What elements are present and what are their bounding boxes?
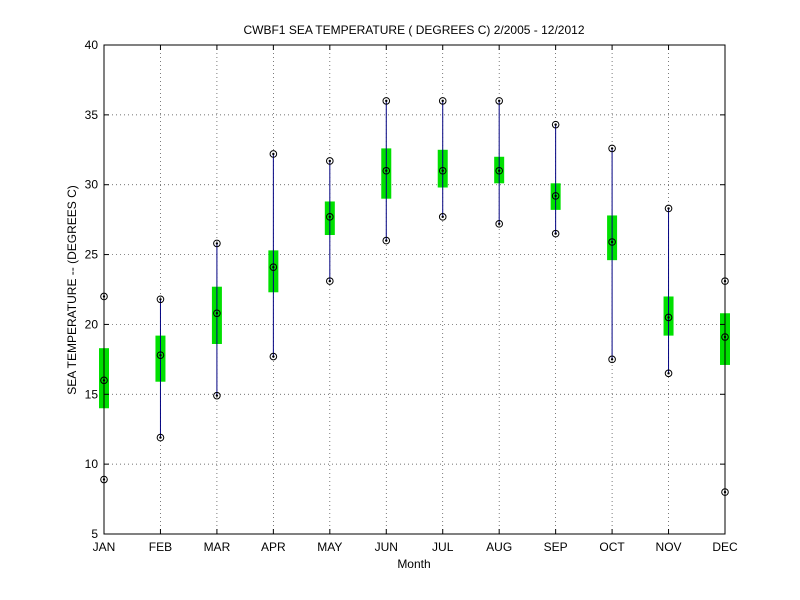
- median-marker-dot: [328, 215, 332, 219]
- x-tick-label-jun: JUN: [375, 540, 398, 554]
- min-marker-dot: [497, 222, 501, 226]
- min-marker: [156, 433, 165, 442]
- box-group-apr: [268, 150, 279, 361]
- box-group-nov: [663, 204, 674, 378]
- max-marker: [608, 144, 616, 153]
- max-marker: [438, 97, 447, 105]
- min-marker-dot: [159, 436, 162, 439]
- x-tick-label-apr: APR: [261, 540, 286, 554]
- max-marker-dot: [272, 152, 275, 156]
- max-marker-dot: [385, 99, 388, 103]
- min-marker-dot: [385, 239, 388, 242]
- max-marker-dot: [667, 207, 670, 210]
- min-marker: [608, 355, 616, 364]
- x-tick-label-jan: JAN: [93, 540, 116, 554]
- y-tick-label: 40: [85, 38, 99, 52]
- min-marker-dot: [610, 358, 614, 361]
- x-tick-label-sep: SEP: [544, 540, 568, 554]
- min-marker: [551, 229, 560, 238]
- box-group-oct: [607, 144, 618, 364]
- max-marker: [326, 157, 334, 165]
- y-tick-label: 15: [85, 387, 99, 401]
- box-group-feb: [155, 295, 166, 442]
- chart-title: CWBF1 SEA TEMPERATURE ( DEGREES C) 2/200…: [243, 23, 584, 37]
- median-marker: [269, 263, 278, 271]
- min-marker: [326, 277, 334, 285]
- axes-frame: [103, 44, 726, 535]
- min-marker: [269, 352, 278, 361]
- max-marker: [382, 97, 391, 105]
- y-axis-label: SEA TEMPERATURE -- (DEGREES C): [65, 185, 79, 395]
- max-marker: [551, 120, 560, 129]
- median-marker: [156, 351, 165, 359]
- median-marker-dot: [610, 240, 614, 244]
- min-marker-dot: [554, 232, 557, 235]
- median-marker: [326, 213, 334, 221]
- median-marker-dot: [272, 265, 275, 269]
- box-group-mar: [211, 239, 222, 400]
- x-tick-label-dec: DEC: [712, 540, 738, 554]
- box-group-may: [324, 157, 335, 285]
- y-tick-label: 25: [85, 248, 99, 262]
- x-tick-label-oct: OCT: [599, 540, 625, 554]
- x-tick-label-feb: FEB: [149, 540, 172, 554]
- x-tick-label-mar: MAR: [204, 540, 231, 554]
- x-tick-label-jul: JUL: [432, 540, 454, 554]
- max-marker: [156, 295, 165, 304]
- x-axis-ticks: JAN FEB MAR APR MAY JUN JUL AUG SEP OCT NOV DEC: [93, 45, 738, 554]
- median-marker-dot: [441, 169, 444, 172]
- median-marker-dot: [667, 316, 670, 319]
- max-marker: [269, 150, 278, 158]
- min-marker-dot: [328, 279, 332, 283]
- y-tick-label: 35: [85, 108, 99, 122]
- y-tick-label: 10: [85, 457, 99, 471]
- x-tick-label-may: MAY: [317, 540, 342, 554]
- median-marker: [664, 313, 673, 322]
- median-marker-dot: [159, 353, 162, 357]
- max-marker: [213, 239, 221, 248]
- min-marker: [382, 236, 391, 245]
- max-marker: [495, 97, 503, 105]
- min-marker-dot: [215, 394, 219, 397]
- median-marker: [382, 166, 391, 175]
- median-marker: [495, 166, 503, 175]
- max-marker-dot: [159, 298, 162, 301]
- median-marker: [608, 238, 616, 246]
- x-axis-label: Month: [397, 557, 430, 571]
- max-marker-dot: [215, 242, 219, 245]
- box-group-sep: [550, 120, 561, 238]
- median-marker: [438, 166, 447, 175]
- median-marker: [551, 192, 560, 200]
- box-group-aug: [494, 97, 505, 228]
- max-marker-dot: [441, 99, 444, 103]
- median-marker-dot: [385, 169, 388, 172]
- median-marker-dot: [215, 312, 219, 315]
- box-group-jun: [381, 97, 392, 245]
- max-marker-dot: [610, 147, 614, 150]
- min-marker-dot: [441, 215, 444, 219]
- median-marker-dot: [497, 169, 501, 172]
- y-tick-label: 30: [85, 178, 99, 192]
- y-tick-label: 20: [85, 317, 99, 331]
- median-marker: [213, 309, 221, 318]
- x-tick-label-nov: NOV: [656, 540, 682, 554]
- y-axis-ticks: 5 10 15 20 25 30 35 40: [85, 38, 725, 541]
- max-marker-dot: [497, 99, 501, 103]
- y-tick-label: 5: [91, 527, 98, 541]
- min-marker: [213, 391, 221, 400]
- max-marker-dot: [554, 123, 557, 126]
- min-marker: [495, 220, 503, 228]
- min-marker: [438, 213, 447, 221]
- min-marker-dot: [667, 372, 670, 375]
- box-group-jul: [437, 97, 448, 221]
- max-marker: [664, 204, 673, 213]
- x-tick-label-aug: AUG: [486, 540, 512, 554]
- median-marker-dot: [554, 194, 557, 198]
- max-marker-dot: [328, 159, 332, 163]
- min-marker-dot: [272, 355, 275, 358]
- min-marker: [664, 369, 673, 378]
